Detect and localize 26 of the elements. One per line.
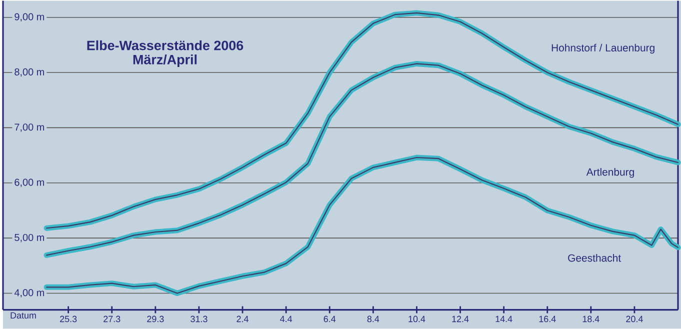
text: Elbe-Wasserstände 2006 bbox=[87, 40, 244, 50]
series-label: Hohnstorf / Lauenburg bbox=[552, 44, 654, 54]
x-tick-label: 25.3 bbox=[60, 316, 77, 322]
x-tick-label: 10.4 bbox=[408, 316, 426, 322]
x-axis-title: Datum bbox=[10, 312, 36, 319]
y-tick-label: 8,00 m bbox=[14, 68, 44, 77]
x-tick-label: 20.4 bbox=[626, 316, 643, 322]
x-tick-label: 18.4 bbox=[582, 316, 600, 322]
y-tick-label: 4,00 m bbox=[14, 289, 44, 298]
x-tick-label: 29.3 bbox=[147, 316, 164, 322]
series-label: Geesthacht bbox=[568, 254, 621, 262]
text: März/April bbox=[133, 54, 197, 68]
series-label: Artlenburg bbox=[586, 168, 634, 178]
y-tick-label: 5,00 m bbox=[14, 234, 44, 242]
x-tick-label: 8.4 bbox=[367, 316, 380, 322]
x-tick-label: 2.4 bbox=[236, 316, 248, 322]
x-tick-label: 27.3 bbox=[104, 316, 120, 322]
y-tick-label: 6,00 m bbox=[14, 178, 44, 188]
y-tick-label: 9,00 m bbox=[14, 13, 44, 22]
x-tick-label: 31.3 bbox=[190, 316, 208, 322]
x-tick-label: 12.4 bbox=[452, 316, 469, 322]
x-tick-label: 14.4 bbox=[496, 316, 512, 322]
y-tick-label: 7,00 m bbox=[14, 124, 44, 132]
x-tick-label: 4.4 bbox=[280, 316, 292, 322]
x-tick-label: 16.4 bbox=[539, 316, 556, 322]
x-tick-label: 6.4 bbox=[324, 316, 336, 322]
